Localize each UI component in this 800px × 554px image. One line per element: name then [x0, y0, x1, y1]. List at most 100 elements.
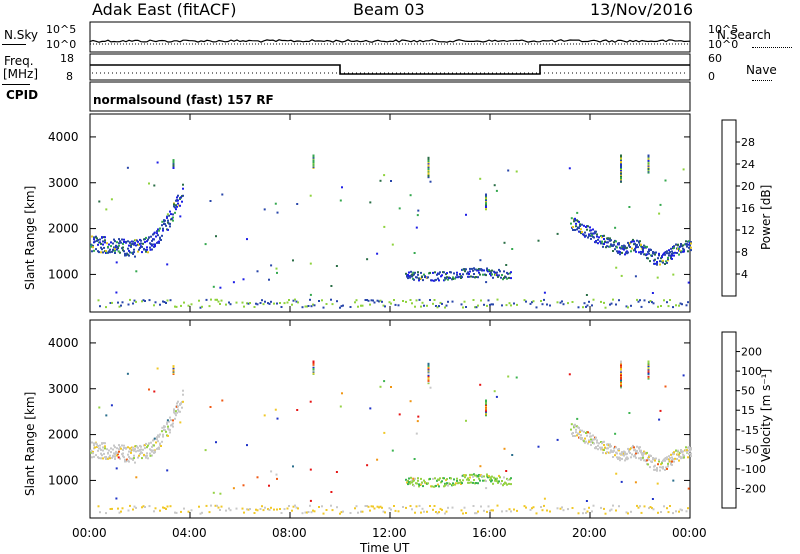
echo-cell — [591, 234, 593, 237]
echo-cell — [468, 479, 470, 481]
echo-cell — [616, 456, 618, 459]
echo-cell — [434, 271, 436, 274]
echo-cell — [496, 298, 499, 301]
echo-cell — [214, 504, 217, 507]
echo-cell — [114, 252, 116, 254]
echo-cell — [275, 267, 278, 270]
echo-cell — [153, 390, 156, 393]
echo-cell — [133, 457, 135, 460]
echo-cell — [682, 374, 685, 377]
echo-cell — [370, 505, 373, 508]
echo-cell — [122, 246, 124, 249]
echo-cell — [445, 304, 448, 307]
echo-cell — [581, 223, 583, 226]
echo-cell — [275, 473, 278, 476]
echo-cell — [585, 305, 587, 308]
echo-cell — [408, 481, 410, 484]
echo-cell — [162, 229, 164, 232]
echo-cell — [597, 242, 599, 245]
echo-cell — [650, 248, 652, 251]
echo-cell — [413, 484, 415, 487]
echo-cell — [121, 444, 123, 447]
echo-cell — [167, 219, 169, 222]
echo-cell — [199, 306, 202, 309]
echo-cell — [182, 400, 184, 403]
echo-cell — [439, 507, 442, 510]
echo-cell — [642, 455, 644, 457]
echo-cell — [262, 509, 265, 512]
echo-cell — [619, 253, 621, 256]
echo-cell — [473, 267, 475, 270]
echo-cell — [113, 246, 115, 249]
echo-cell — [97, 239, 99, 241]
colorbar-tick-label: 200 — [741, 346, 762, 359]
echo-cell — [172, 219, 174, 222]
y-tick-label: 3000 — [48, 382, 79, 396]
cpid-text: normalsound (fast) 157 RF — [93, 93, 274, 107]
echo-cell — [354, 507, 356, 510]
echo-cell — [599, 446, 601, 449]
echo-cell — [141, 300, 143, 303]
echo-cell — [587, 431, 589, 434]
echo-cell — [409, 482, 411, 485]
echo-cell — [118, 244, 120, 247]
echo-cell — [607, 241, 609, 244]
echo-cell — [219, 303, 221, 305]
echo-cell — [145, 442, 147, 445]
echo-cell — [619, 459, 621, 462]
echo-cell — [118, 444, 120, 447]
echo-cell — [397, 510, 400, 513]
echo-cell — [636, 298, 638, 301]
echo-cell — [172, 419, 174, 422]
echo-cell — [690, 447, 692, 450]
echo-cell — [187, 304, 190, 307]
echo-cell — [658, 212, 661, 215]
echo-cell — [437, 483, 439, 486]
echo-cell — [312, 509, 314, 512]
echo-cell — [469, 473, 471, 476]
echo-cell — [481, 474, 483, 477]
echo-cell — [417, 209, 420, 212]
echo-cell — [626, 250, 628, 253]
echo-cell — [415, 299, 418, 302]
echo-cell — [312, 303, 314, 306]
echo-cell — [339, 512, 341, 515]
echo-cell — [405, 272, 407, 275]
echo-cell — [139, 246, 141, 249]
echo-cell — [141, 451, 143, 454]
echo-cell — [390, 180, 392, 182]
echo-cell — [164, 425, 166, 428]
echo-cell — [588, 300, 590, 303]
echo-cell — [109, 251, 111, 254]
echo-cell — [325, 303, 328, 305]
echo-cell — [670, 247, 672, 250]
echo-cell — [406, 481, 408, 484]
echo-cell — [447, 300, 449, 303]
echo-cell — [123, 241, 125, 243]
echo-cell — [169, 505, 172, 508]
echo-cell — [606, 451, 608, 454]
echo-cell — [110, 451, 112, 454]
echo-cell — [151, 239, 153, 242]
echo-cell — [158, 229, 160, 232]
echo-cell — [109, 302, 112, 304]
y-tick-label: 1000 — [48, 473, 79, 487]
nsearch-legend — [752, 47, 792, 48]
echo-cell — [104, 239, 106, 242]
echo-cell — [162, 227, 164, 230]
echo-cell — [408, 275, 410, 278]
echo-cell — [507, 375, 510, 378]
echo-cell — [581, 429, 583, 432]
echo-cell — [364, 299, 367, 301]
echo-cell — [201, 511, 203, 514]
echo-cell — [137, 446, 139, 449]
echo-cell — [488, 475, 490, 478]
echo-cell — [146, 446, 148, 449]
echo-cell — [690, 452, 692, 455]
echo-cell — [686, 449, 688, 452]
echo-cell — [585, 511, 587, 514]
echo-cell — [604, 306, 607, 309]
echo-cell — [438, 279, 440, 282]
echo-cell — [172, 365, 175, 369]
echo-cell — [627, 241, 629, 244]
